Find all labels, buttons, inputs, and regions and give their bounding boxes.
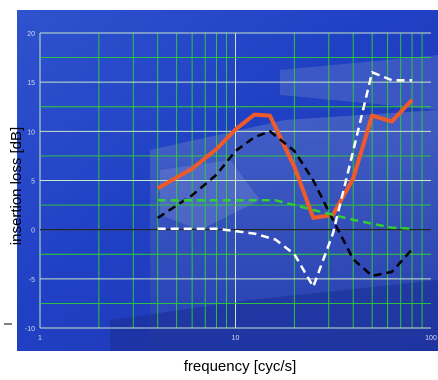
y-axis-label: insertion loss [dB] bbox=[8, 127, 25, 245]
y-tick-label: 20 bbox=[27, 31, 35, 38]
y-tick-label: -5 bbox=[29, 277, 35, 284]
x-axis-label: frequency [cyc/s] bbox=[184, 358, 297, 375]
x-tick-label: 1 bbox=[38, 335, 42, 342]
x-tick-label: 100 bbox=[425, 335, 437, 342]
grid bbox=[39, 32, 431, 329]
x-tick-label: 10 bbox=[232, 335, 240, 342]
y-tick-label: 0 bbox=[31, 228, 35, 235]
series-lines bbox=[156, 71, 414, 288]
y-tick-label: 15 bbox=[27, 80, 35, 87]
y-tick-label: -10 bbox=[25, 326, 35, 333]
tick-labels: -10 -5 0 5 10 15 20 1 10 100 bbox=[25, 31, 437, 342]
series-line-4 bbox=[157, 71, 413, 288]
series-line-1 bbox=[156, 98, 414, 220]
series-line-2 bbox=[157, 130, 414, 278]
series-line-3 bbox=[157, 198, 413, 230]
y-tick-label: 5 bbox=[31, 179, 35, 186]
y-tick-label: 10 bbox=[27, 129, 35, 136]
